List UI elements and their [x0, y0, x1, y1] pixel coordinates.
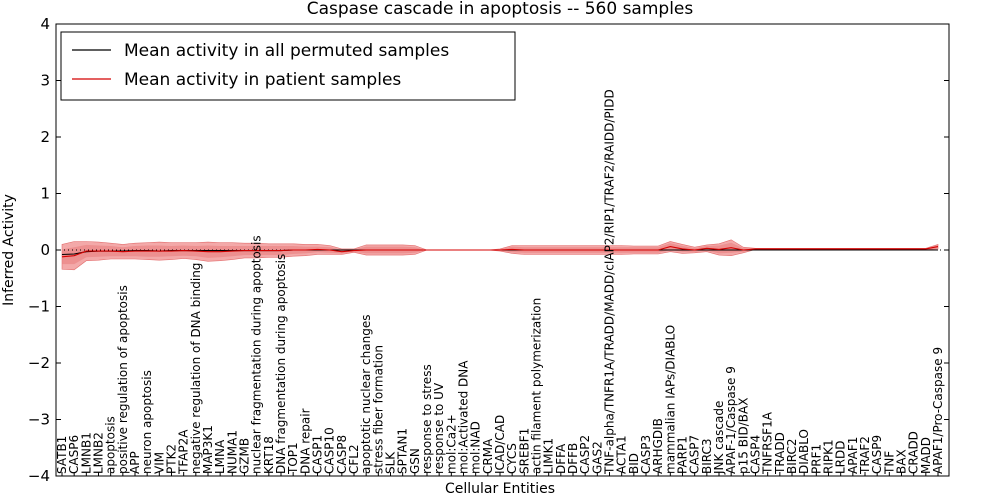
x-tick-label: PTK2 — [165, 444, 179, 474]
x-tick-label: SATB1 — [55, 436, 69, 474]
x-tick-label: TNF-alpha/TNFR1A/TRADD/MADD/cIAP2/RIP1/T… — [603, 89, 617, 475]
x-tick-label: TFAP2A — [177, 429, 191, 475]
x-tick-label: apoptosis — [104, 416, 118, 474]
x-axis-label: Cellular Entities — [445, 481, 555, 497]
x-tick-label: CASP10 — [323, 427, 337, 474]
x-tick-label: BIRC3 — [700, 438, 714, 474]
x-tick-label: LIMK1 — [542, 438, 556, 474]
x-tick-label: KRT18 — [262, 436, 276, 474]
x-tick-label: APAF1/Pro-Caspase 9 — [931, 347, 945, 474]
x-tick-label: CASP1 — [311, 435, 325, 474]
x-tick-label: SPTAN1 — [396, 428, 410, 474]
x-tick-label: response to stress — [420, 364, 434, 474]
x-tick-label: positive regulation of apoptosis — [116, 285, 130, 474]
x-tick-label: negative regulation of DNA binding — [189, 263, 203, 474]
x-tick-label: CYCS — [505, 443, 519, 474]
legend-box — [60, 31, 516, 101]
x-tick-label: TNF — [882, 451, 896, 475]
x-tick-label: TOP1 — [286, 442, 300, 475]
x-tick-label: neuron apoptosis — [140, 370, 154, 474]
x-tick-label: LMNB1 — [79, 432, 93, 474]
x-tick-label: ICAD/CAD — [493, 415, 507, 474]
y-tick-label: −4 — [28, 467, 50, 485]
x-tick-label: GSN — [408, 448, 422, 474]
x-tick-label: ACTA1 — [615, 435, 629, 474]
x-tick-label: MADD — [919, 437, 933, 474]
x-tick-label: CASP3 — [639, 435, 653, 474]
x-tick-label: CASP6 — [67, 435, 81, 474]
x-tick-label: GAS2 — [590, 441, 604, 474]
x-tick-label: APAF-1/Caspase 9 — [724, 366, 738, 474]
x-tick-label: apoptotic nuclear changes — [359, 315, 373, 474]
x-tick-label: SLK — [384, 451, 398, 474]
y-tick-label: −1 — [28, 298, 50, 316]
x-tick-label: DFFA — [554, 443, 568, 474]
x-tick-label: mol:Ca2+ — [444, 414, 458, 474]
x-tick-label: VIM — [152, 452, 166, 474]
x-tick-label: DFFB — [566, 443, 580, 474]
legend-label-permuted: Mean activity in all permuted samples — [124, 41, 449, 61]
x-tick-label: DNA repair — [298, 408, 312, 474]
x-tick-label: RIPK1 — [822, 439, 836, 474]
chart-title: Caspase cascade in apoptosis -- 560 samp… — [307, 0, 694, 19]
x-tick-label: stress fiber formation — [371, 345, 385, 474]
x-tick-label: ARHGDIB — [651, 418, 665, 474]
y-tick-label: −2 — [28, 354, 50, 372]
x-tick-label: APP — [128, 451, 142, 474]
x-tick-label: DIABLO — [797, 429, 811, 474]
x-tick-label: PRF1 — [809, 444, 823, 474]
x-tick-label: SREBF1 — [517, 428, 531, 474]
y-tick-label: −3 — [28, 411, 50, 429]
x-tick-label: LRDD — [834, 440, 848, 474]
x-tick-label: DNA fragmentation during apoptosis — [274, 254, 288, 474]
x-tick-label: BIRC2 — [785, 438, 799, 474]
x-tick-label: BID — [627, 453, 641, 474]
x-tick-label: CASP2 — [578, 435, 592, 474]
x-tick-label: BAX — [895, 449, 909, 474]
x-tick-label: TRAF2 — [858, 436, 872, 475]
x-tick-label: JNK cascade — [712, 401, 726, 475]
y-tick-label: 0 — [40, 241, 50, 259]
x-tick-label: MAP3K1 — [201, 425, 215, 474]
x-tick-label: TRADD — [773, 432, 787, 475]
inner-variance-band — [62, 242, 938, 265]
x-tick-label: NUMA1 — [225, 430, 239, 474]
x-tick-label: mammalian IAPs/DIABLO — [663, 325, 677, 474]
x-tick-label: p15 BID/BAX — [736, 398, 750, 474]
y-tick-label: 2 — [40, 128, 50, 146]
x-tick-label: CASP7 — [688, 435, 702, 474]
x-tick-label: LMNA — [213, 439, 227, 474]
x-tick-label: mol:NAD — [469, 421, 483, 474]
x-tick-label: CFL2 — [347, 444, 361, 474]
x-tick-label: actin filament polymerization — [530, 298, 544, 474]
x-tick-label: CASP8 — [335, 435, 349, 474]
x-tick-label: CASP4 — [749, 435, 763, 474]
x-tick-label: nuclear fragmentation during apoptosis — [250, 235, 264, 474]
x-tick-label: GZMB — [238, 438, 252, 474]
x-tick-label: mol:Activated DNA — [457, 360, 471, 474]
x-tick-label: LMNB2 — [92, 432, 106, 474]
y-tick-label: 1 — [40, 185, 50, 203]
x-tick-label: response to UV — [432, 382, 446, 474]
x-tick-label: PARP1 — [676, 436, 690, 474]
x-tick-label: CRADD — [907, 431, 921, 474]
series-line-patient — [61, 246, 939, 258]
y-tick-label: 3 — [40, 72, 50, 90]
y-axis-label: Inferred Activity — [1, 194, 17, 306]
y-tick-label: 4 — [40, 15, 50, 33]
x-tick-label: APAF1 — [846, 437, 860, 474]
x-tick-label: TNFRSF1A — [761, 411, 775, 475]
x-tick-label: CASP9 — [870, 435, 884, 474]
legend-label-patient: Mean activity in patient samples — [124, 70, 401, 90]
x-tick-label: CRMA — [481, 438, 495, 474]
legend: Mean activity in all permuted samples Me… — [60, 31, 516, 101]
